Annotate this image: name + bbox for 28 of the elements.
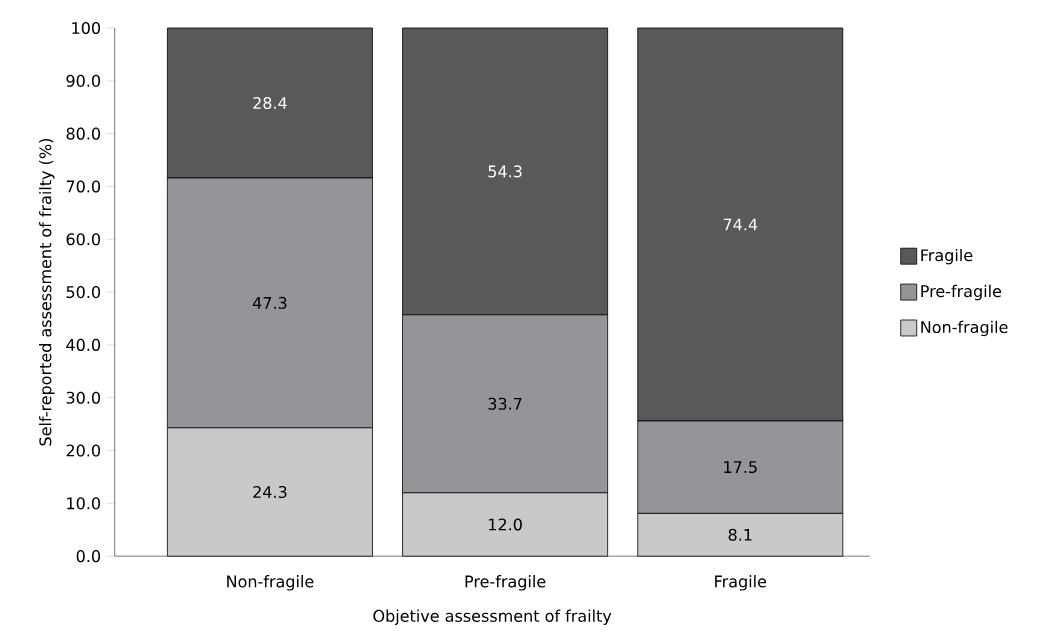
legend-label: Fragile [921,249,973,265]
y-tick-label: 70.0 [66,180,101,193]
data-label: 54.3 [488,165,522,178]
x-tick-label: Pre-fragile [465,575,546,591]
x-tick-label: Non-fragile [227,575,314,591]
data-label: 28.4 [253,97,287,110]
data-label: 33.7 [488,397,522,411]
data-label: 24.3 [253,486,287,499]
y-tick-label: 80.0 [66,127,101,140]
y-tick-label: 60.0 [66,233,101,246]
legend-label: Non-fragile [921,320,1008,337]
legend-label: Pre-fragile [921,285,1002,301]
data-label: 12.0 [489,518,522,531]
y-tick-label: 50.0 [66,286,101,299]
y-tick-label: 10.0 [67,497,101,510]
y-tick-label: 90.0 [66,75,101,88]
data-label: 47.3 [252,297,287,310]
data-label: 8.1 [728,528,752,542]
data-label: 17.5 [724,461,757,474]
x-axis-title: Objetive assessment of frailty [373,609,612,626]
y-tick-label: 0.0 [76,550,101,563]
y-tick-label: 20.0 [66,444,101,457]
y-tick-label: 100 [72,22,101,35]
y-tick-label: 40.0 [66,339,101,352]
x-tick-label: Fragile [715,575,767,591]
y-tick-label: 30.0 [66,391,101,405]
y-axis-title: Self-reported assessment of frailty (%) [39,139,55,446]
data-label: 74.4 [723,218,758,231]
